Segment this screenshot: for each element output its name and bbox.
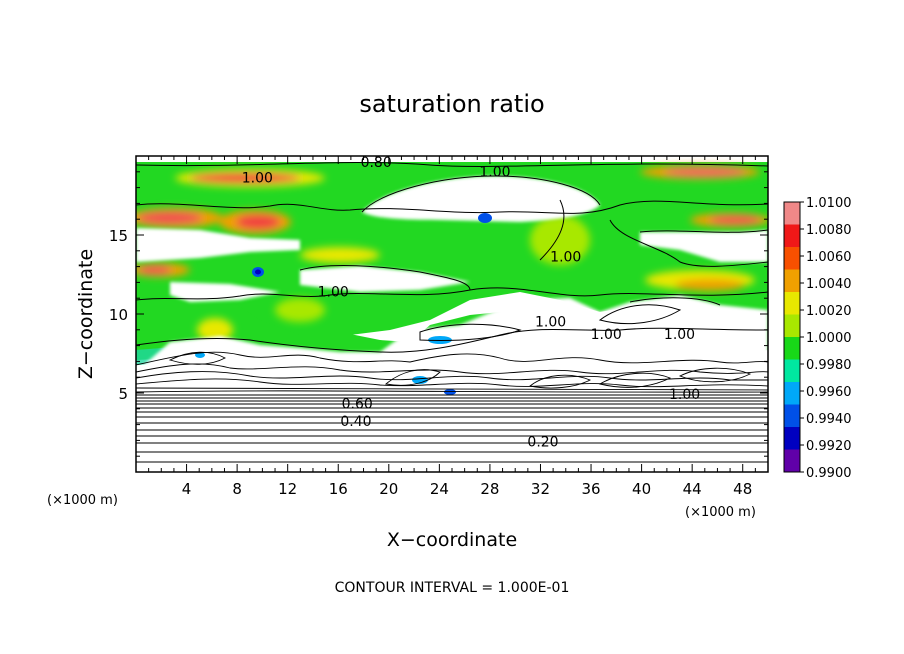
colorbar-swatch <box>784 449 800 473</box>
contour-label: 1.00 <box>591 327 622 343</box>
colorbar-tick-label: 1.0020 <box>806 304 852 319</box>
colorbar-swatch <box>784 404 800 428</box>
chart-title: saturation ratio <box>359 90 544 118</box>
stratification-contours <box>136 351 768 463</box>
contour-label: 0.20 <box>527 435 558 451</box>
contour-interval-note: CONTOUR INTERVAL = 1.000E-01 <box>335 580 570 596</box>
contour-label: 0.80 <box>361 155 392 171</box>
contour-lines <box>136 161 768 353</box>
colorbar-tick-label: 0.9900 <box>806 466 852 481</box>
contour-label: 1.00 <box>550 250 581 266</box>
x-tick-label: 24 <box>430 480 449 498</box>
contour-label: 0.60 <box>342 397 373 413</box>
x-tick-label: 20 <box>379 480 398 498</box>
x-tick-label: 48 <box>733 480 752 498</box>
colorbar-tick-label: 1.0100 <box>806 196 852 211</box>
contour-label: 1.00 <box>318 284 349 300</box>
x-tick-label: 8 <box>232 480 242 498</box>
colorbar-tick-label: 1.0040 <box>806 277 852 292</box>
x-tick-label: 4 <box>182 480 192 498</box>
x-tick-label: 16 <box>329 480 348 498</box>
contour-label: 1.00 <box>535 314 566 330</box>
x-tick-label: 12 <box>278 480 297 498</box>
colorbar-swatch <box>784 314 800 338</box>
colorbar-tick-label: 1.0000 <box>806 331 852 346</box>
colorbar: 1.0100 1.0080 1.0060 1.0040 1.0020 1.0000 0.99… <box>783 196 852 481</box>
colorbar-swatch <box>784 382 800 405</box>
colorbar-tick-label: 0.9920 <box>806 439 852 454</box>
contour-label: 1.00 <box>242 171 273 187</box>
colorbar-tick-label: 0.9960 <box>806 385 852 400</box>
contour-labels: 0.80 1.00 1.00 1.00 1.00 1.00 1.00 1.00 1.00 0.60… <box>242 155 700 451</box>
colorbar-tick-label: 0.9980 <box>806 358 852 373</box>
colorbar-tick-label: 0.9940 <box>806 412 852 427</box>
colorbar-swatch <box>784 202 800 225</box>
x-tick-label: 28 <box>480 480 499 498</box>
y-axis-label: Z−coordinate <box>75 249 97 379</box>
white-band-left-mid <box>170 282 280 302</box>
white-band-left-upper <box>136 228 300 262</box>
supersaturation-bands <box>136 165 768 342</box>
x-unit-left: (×1000 m) <box>47 493 118 508</box>
y-tick-label: 15 <box>109 227 128 245</box>
x-tick-label: 44 <box>683 480 702 498</box>
white-band-right-upper <box>640 230 768 262</box>
y-tick-label: 5 <box>118 385 128 403</box>
colorbar-swatch <box>784 292 800 315</box>
x-axis-label: X−coordinate <box>387 529 517 551</box>
colorbar-swatch <box>784 359 800 383</box>
contour-label: 0.40 <box>340 414 371 430</box>
x-tick-label: 32 <box>531 480 550 498</box>
x-tick-label: 40 <box>632 480 651 498</box>
y-tick-label: 10 <box>109 306 128 324</box>
x-tick-label: 36 <box>581 480 600 498</box>
colorbar-tick-label: 1.0080 <box>806 223 852 238</box>
white-band-mid <box>300 266 470 292</box>
plot-area <box>136 156 768 472</box>
colorbar-swatch <box>784 247 800 270</box>
colorbar-swatch <box>784 337 800 360</box>
x-axis: 4 8 12 16 20 24 28 32 36 40 44 48 <box>148 156 756 498</box>
colorbar-tick-label: 1.0060 <box>806 250 852 265</box>
y-axis: 5 10 15 <box>109 171 768 457</box>
contour-label: 1.00 <box>479 164 510 180</box>
colorbar-swatch <box>784 269 800 293</box>
x-unit-right: (×1000 m) <box>685 505 756 520</box>
colorbar-swatch <box>784 224 800 248</box>
contour-label: 1.00 <box>669 387 700 403</box>
contour-label: 1.00 <box>664 327 695 343</box>
colorbar-swatch <box>784 427 800 450</box>
